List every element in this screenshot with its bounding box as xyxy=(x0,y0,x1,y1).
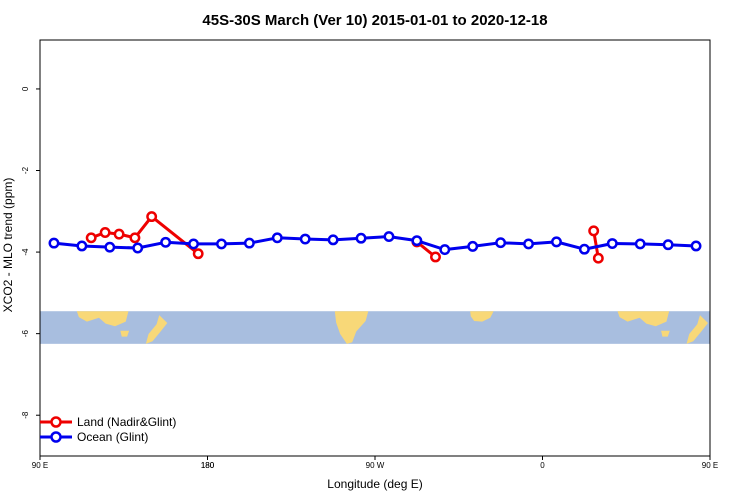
data-point xyxy=(188,238,199,250)
map-land-southamerica xyxy=(334,311,369,344)
data-point xyxy=(48,237,60,249)
data-point xyxy=(113,228,125,240)
x-tick-label: 90 E xyxy=(32,461,48,470)
x-tick-label: 90 W xyxy=(366,461,385,470)
data-point xyxy=(146,211,158,223)
map-land-tasmania-1 xyxy=(120,330,130,337)
data-point xyxy=(495,237,507,249)
data-point xyxy=(523,238,534,250)
x-tick-label: 90 E xyxy=(702,461,718,470)
y-tick-label: -8 xyxy=(21,411,30,419)
map-land-australia-1 xyxy=(76,311,129,327)
data-point xyxy=(216,238,227,250)
data-point xyxy=(192,248,204,260)
data-point xyxy=(243,237,255,249)
data-point xyxy=(439,244,451,256)
data-point xyxy=(606,238,618,249)
legend: Land (Nadir&Glint) Ocean (Glint) xyxy=(40,415,176,444)
map-land xyxy=(76,311,708,344)
data-point xyxy=(578,243,590,255)
y-axis-label: XCO2 - MLO trend (ppm) xyxy=(1,178,15,313)
data-point xyxy=(85,232,97,244)
map-ocean xyxy=(40,311,710,344)
data-point xyxy=(411,235,423,247)
data-point xyxy=(104,241,116,253)
data-point xyxy=(592,252,604,264)
legend-marker-ocean xyxy=(50,431,62,443)
x-axis-label: Longitude (deg E) xyxy=(327,477,422,491)
data-point xyxy=(99,227,111,238)
chart-title: 45S-30S March (Ver 10) 2015-01-01 to 202… xyxy=(202,12,547,29)
data-point xyxy=(355,232,367,244)
data-point xyxy=(132,242,144,254)
data-point xyxy=(299,233,311,245)
map-land-newzealand-1 xyxy=(145,315,168,344)
legend-marker-land xyxy=(50,416,62,428)
map-land-tasmania-2 xyxy=(661,330,670,337)
y-axis: 0 -2 -4 -6 -8 xyxy=(21,86,40,419)
data-point xyxy=(271,232,283,244)
y-tick-label: -4 xyxy=(21,248,30,256)
data-point xyxy=(160,236,172,248)
y-tick-label: -2 xyxy=(21,166,30,174)
data-point xyxy=(383,231,395,243)
data-point xyxy=(690,240,702,252)
series-0 xyxy=(85,211,604,264)
map-land-newzealand-2 xyxy=(686,315,708,344)
data-point xyxy=(129,232,141,244)
data-point xyxy=(634,238,646,250)
data-point xyxy=(551,236,562,248)
legend-label-ocean: Ocean (Glint) xyxy=(77,430,148,444)
data-point xyxy=(588,225,600,237)
y-tick-label: -6 xyxy=(21,330,30,338)
world-map-band xyxy=(40,311,710,344)
map-land-australia-2 xyxy=(617,311,670,327)
map-land-southafrica xyxy=(470,311,494,322)
data-point xyxy=(662,239,674,251)
data-point xyxy=(467,240,479,252)
series-layer xyxy=(48,211,702,264)
x-tick-label: 180 xyxy=(201,461,215,470)
legend-label-land: Land (Nadir&Glint) xyxy=(77,415,176,429)
x-tick-label: 0 xyxy=(540,461,545,470)
series-1 xyxy=(48,231,702,256)
data-point xyxy=(76,240,88,252)
data-point xyxy=(430,251,441,263)
y-tick-label: 0 xyxy=(21,86,30,91)
x-tick-label: 180 xyxy=(201,461,215,470)
data-point xyxy=(327,234,339,246)
